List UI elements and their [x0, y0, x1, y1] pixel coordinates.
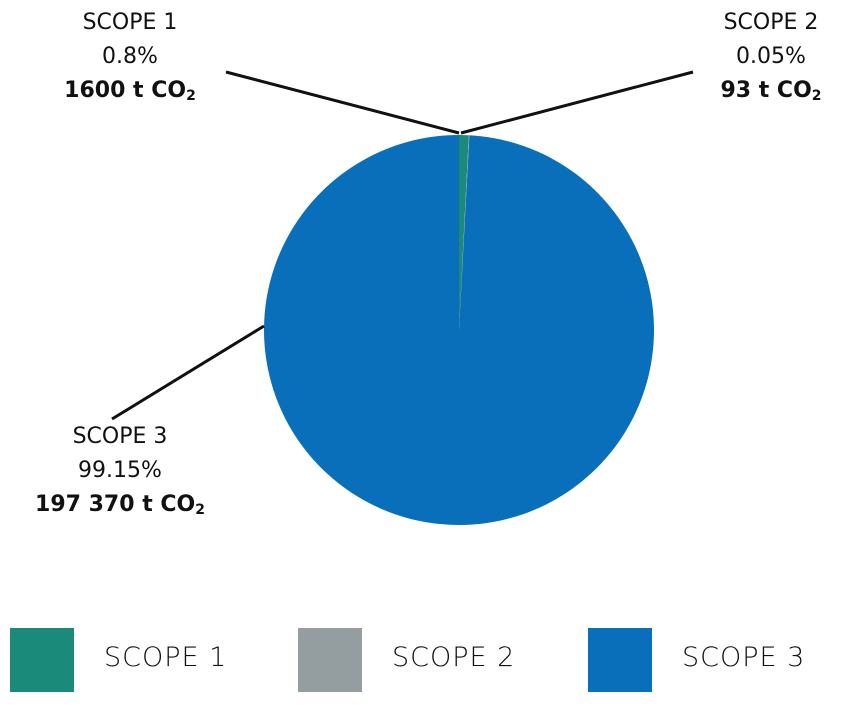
callout-scope-1-percent: 0.8% [102, 44, 158, 69]
callout-scope-3-amount: 197 370 t CO2 [35, 492, 205, 518]
callout-scope-2-amount: 93 t CO2 [720, 78, 822, 104]
pie-slice-scope-1 [459, 135, 469, 330]
legend-swatch-scope-3 [588, 628, 652, 692]
pie-slices [264, 135, 655, 525]
legend-swatch-scope-1 [10, 628, 74, 692]
callout-scope-2-name: SCOPE 2 [723, 10, 819, 35]
leader-line-scope-1 [225, 70, 460, 135]
leader-line-scope-2 [460, 70, 694, 135]
pie-slice-scope-2 [459, 135, 470, 330]
leader-lines [111, 70, 694, 421]
leader-line-scope-3 [111, 324, 265, 421]
legend-label-scope-3: SCOPE 3 [682, 642, 806, 673]
callout-scope-1-amount: 1600 t CO2 [64, 78, 196, 104]
callout-scope-1-name: SCOPE 1 [82, 10, 178, 35]
legend-label-scope-2: SCOPE 2 [392, 642, 516, 673]
legend-swatch-scope-2 [298, 628, 362, 692]
callout-scope-1: SCOPE 1 0.8% 1600 t CO2 [10, 6, 250, 113]
legend-label-scope-1: SCOPE 1 [104, 642, 228, 673]
callout-scope-3-name: SCOPE 3 [72, 424, 168, 449]
callout-scope-2-percent: 0.05% [736, 44, 806, 69]
callout-scope-3-percent: 99.15% [78, 458, 162, 483]
pie-slice-scope-3 [264, 135, 655, 525]
callout-scope-3: SCOPE 3 99.15% 197 370 t CO2 [0, 420, 240, 527]
callout-scope-2: SCOPE 2 0.05% 93 t CO2 [651, 6, 841, 113]
